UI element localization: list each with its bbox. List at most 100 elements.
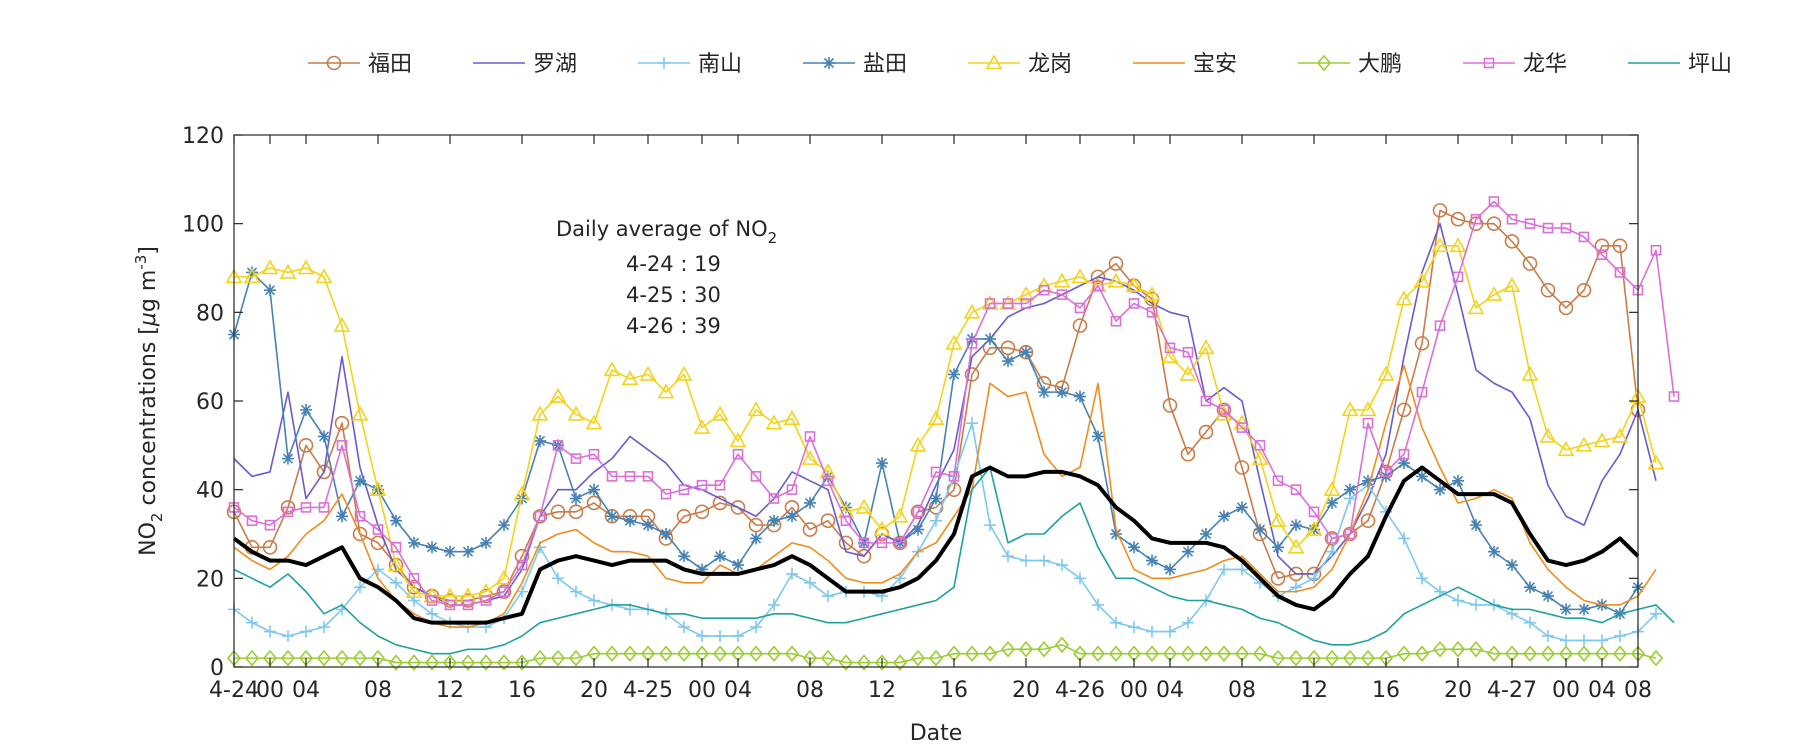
- point-plus: [1164, 625, 1176, 638]
- point-diamond: [1018, 641, 1034, 658]
- point-triangle: [1269, 512, 1287, 528]
- point-square: [1614, 267, 1626, 278]
- point-square: [750, 471, 762, 482]
- point-diamond: [1288, 649, 1304, 667]
- point-triangle: [1359, 401, 1377, 417]
- point-star: [678, 550, 690, 563]
- point-plus: [750, 621, 762, 634]
- point-square: [948, 471, 960, 482]
- point-triangle: [387, 556, 405, 572]
- x-tick-label: 12: [436, 678, 464, 703]
- series-line: [233, 200, 1675, 606]
- point-diamond: [604, 645, 620, 662]
- point-circle: [748, 517, 764, 533]
- point-triangle: [1089, 277, 1107, 293]
- point-circle: [1396, 402, 1412, 418]
- point-diamond: [1316, 54, 1332, 72]
- point-circle: [1090, 269, 1106, 285]
- point-square: [1254, 440, 1266, 451]
- point-triangle: [855, 498, 873, 514]
- ylabel-part: NO: [136, 522, 161, 556]
- x-tick-label: 12: [868, 678, 896, 703]
- point-plus: [1182, 616, 1194, 629]
- point-triangle: [1395, 290, 1413, 306]
- point-triangle: [531, 405, 549, 421]
- x-tick-label: 04: [1156, 678, 1184, 703]
- point-plus: [786, 567, 798, 580]
- point-square: [912, 506, 924, 518]
- point-diamond: [496, 654, 512, 671]
- point-diamond: [874, 654, 890, 671]
- point-triangle: [261, 259, 279, 275]
- point-triangle: [315, 268, 333, 284]
- point-plus: [714, 629, 726, 642]
- point-square: [300, 502, 312, 513]
- point-star: [1434, 483, 1446, 496]
- point-plus: [1002, 550, 1014, 563]
- legend-label: 龙华: [1523, 52, 1567, 77]
- point-star: [282, 452, 294, 465]
- x-tick-label: 4-26: [1055, 678, 1105, 703]
- x-tick-label: 12: [1300, 678, 1328, 703]
- point-triangle: [1647, 454, 1665, 470]
- point-plus: [1236, 563, 1248, 576]
- point-diamond: [1000, 641, 1016, 658]
- point-square: [444, 599, 456, 611]
- point-square: [696, 479, 708, 491]
- point-square: [1416, 386, 1428, 398]
- point-plus: [1074, 572, 1086, 585]
- point-triangle: [873, 520, 891, 536]
- point-plus: [570, 585, 582, 598]
- point-star: [823, 57, 835, 69]
- ylabel-mu: μ: [136, 312, 161, 327]
- point-triangle: [1071, 268, 1089, 284]
- point-diamond: [244, 649, 260, 667]
- point-triangle: [1287, 538, 1305, 554]
- point-circle: [712, 495, 728, 511]
- x-tick-label: 20: [580, 678, 608, 703]
- point-square: [1218, 404, 1230, 416]
- point-star: [534, 434, 546, 447]
- series-line: [233, 466, 1675, 655]
- point-square: [606, 471, 618, 482]
- point-circle: [280, 500, 296, 515]
- point-diamond: [784, 645, 800, 662]
- point-triangle: [693, 418, 711, 434]
- point-triangle: [621, 370, 639, 386]
- point-star: [660, 528, 672, 540]
- point-plus: [658, 57, 670, 69]
- point-square: [1110, 315, 1122, 327]
- point-square: [408, 573, 420, 584]
- point-star: [426, 541, 438, 554]
- x-tick-label: 16: [508, 678, 536, 703]
- point-plus: [678, 621, 690, 634]
- x-tick-label: 08: [796, 678, 824, 703]
- point-triangle: [1053, 272, 1071, 288]
- point-square: [588, 448, 600, 460]
- point-triangle: [963, 303, 981, 319]
- point-square: [1596, 249, 1608, 260]
- legend-item: 南山: [638, 52, 742, 77]
- series-line: [234, 644, 1657, 664]
- x-tick-label: 00: [1120, 678, 1148, 703]
- series-line-3: [228, 417, 1662, 647]
- point-circle: [1018, 344, 1034, 360]
- point-star: [1128, 541, 1140, 554]
- point-triangle: [1305, 520, 1323, 536]
- point-plus: [552, 572, 564, 585]
- point-star: [264, 284, 276, 297]
- point-diamond: [892, 654, 908, 671]
- x-tick-label: 16: [1372, 678, 1400, 703]
- point-diamond: [352, 649, 368, 667]
- point-triangle: [567, 405, 585, 421]
- point-circle: [334, 415, 350, 431]
- point-plus: [1560, 634, 1572, 647]
- point-star: [804, 496, 816, 509]
- point-circle: [316, 464, 332, 480]
- point-triangle: [441, 587, 459, 603]
- point-plus: [1542, 629, 1554, 642]
- point-diamond: [964, 645, 980, 662]
- point-circle: [1180, 446, 1196, 462]
- point-plus: [1596, 634, 1608, 647]
- point-circle: [1450, 211, 1466, 227]
